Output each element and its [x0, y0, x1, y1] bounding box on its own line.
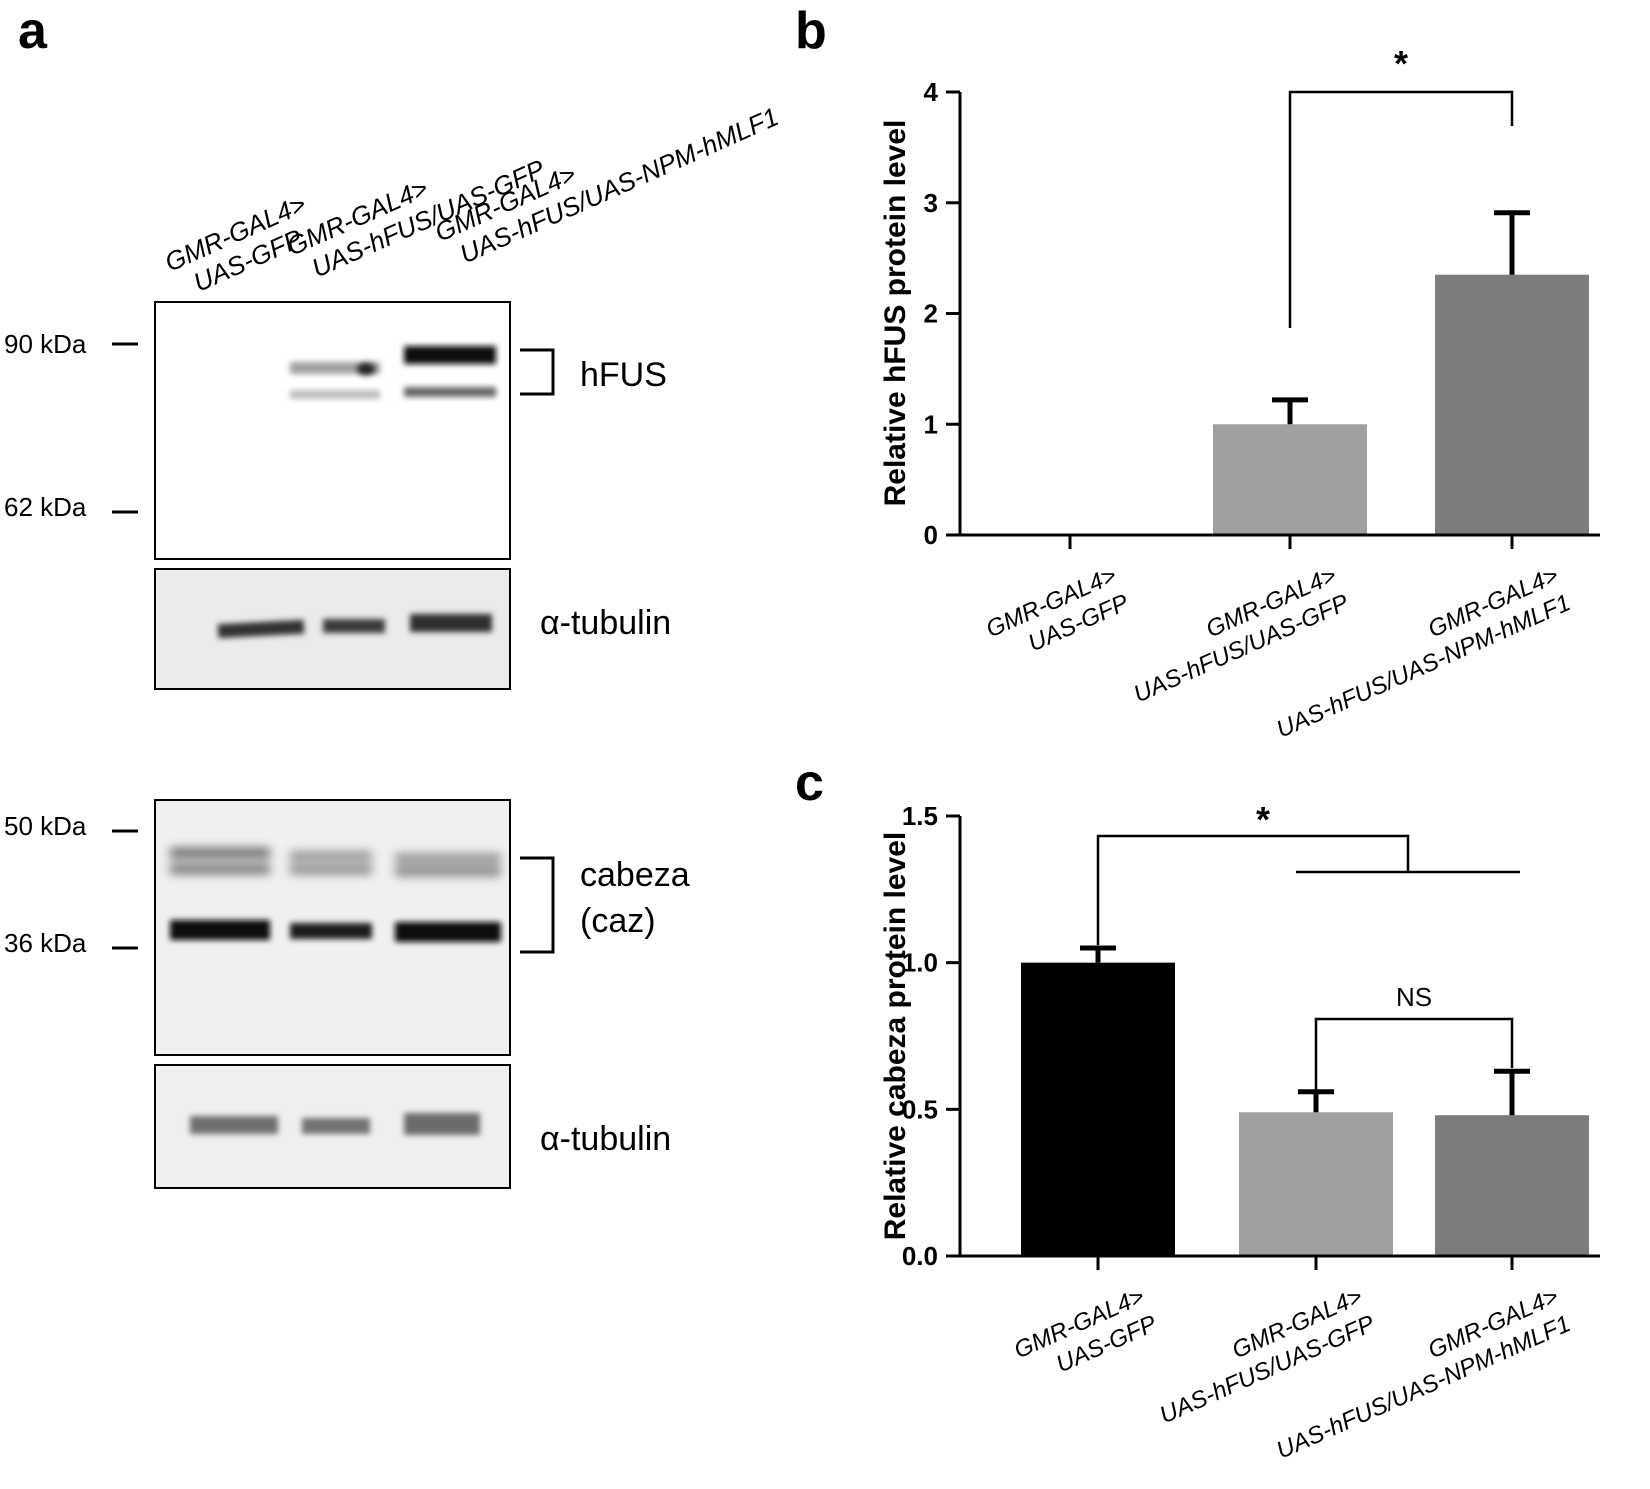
blot-tubulin-1: [154, 568, 511, 690]
significance-bracket: [1288, 90, 1514, 328]
significance-star: *: [1394, 43, 1408, 84]
y-tick-label: 1.5: [902, 801, 938, 831]
x-category-label-1: GMR-GAL4>UAS-GFP: [982, 562, 1133, 657]
marker-62kda: 62 kDa: [4, 492, 87, 522]
bracket-cabeza: [520, 856, 555, 954]
significance-star: *: [1256, 799, 1270, 840]
marker-90kda: 90 kDa: [4, 329, 87, 359]
y-tick-label: 1: [924, 409, 938, 439]
y-tick-label: 0: [924, 520, 938, 550]
bar-2: [1239, 1112, 1393, 1256]
significance-bracket-star: [1096, 834, 1410, 945]
panel-label-b: b: [795, 2, 827, 60]
bar-1: [1021, 962, 1175, 1256]
blot-cabeza: [154, 799, 511, 1056]
y-axis-label: Relative cabeza protein level: [879, 832, 912, 1241]
panel-label-a: a: [18, 2, 48, 60]
y-tick-label: 3: [924, 188, 938, 218]
protein-label-tubulin-1: α-tubulin: [540, 604, 671, 642]
y-tick-label: 2: [924, 299, 938, 329]
lane-label-3: GMR-GAL4> UAS-hFUS/UAS-NPM-hMLF1: [430, 101, 783, 269]
marker-50kda: 50 kDa: [4, 811, 87, 841]
blot-hfus: [154, 301, 511, 560]
protein-label-tubulin-2: α-tubulin: [540, 1120, 671, 1158]
x-category-label-1: GMR-GAL4>UAS-GFP: [1010, 1283, 1161, 1378]
protein-label-caz: (caz): [580, 902, 656, 940]
y-axis-label: Relative hFUS protein level: [879, 120, 912, 507]
y-tick-label: 1.0: [902, 948, 938, 978]
y-tick-label: 0.0: [902, 1241, 938, 1271]
significance-bracket-ns: [1314, 1017, 1514, 1090]
bar-3: [1435, 1115, 1589, 1256]
significance-ns: NS: [1396, 982, 1432, 1012]
bracket-hfus: [520, 348, 555, 396]
bar-2: [1213, 424, 1367, 535]
chart-b-hfus-level: Relative hFUS protein level 0 1 2 3 4 GMR-GAL4…: [879, 43, 1600, 744]
protein-label-cabeza: cabeza: [580, 856, 690, 894]
protein-label-hfus: hFUS: [580, 356, 667, 394]
x-category-label-2: GMR-GAL4>UAS-hFUS/UAS-GFP: [1130, 562, 1353, 708]
bar-3: [1435, 274, 1589, 535]
panel-label-c: c: [795, 754, 824, 812]
y-tick-label: 4: [924, 77, 939, 107]
marker-36kda: 36 kDa: [4, 928, 87, 958]
y-tick-label: 0.5: [902, 1094, 938, 1124]
blot-tubulin-2: [154, 1064, 511, 1189]
